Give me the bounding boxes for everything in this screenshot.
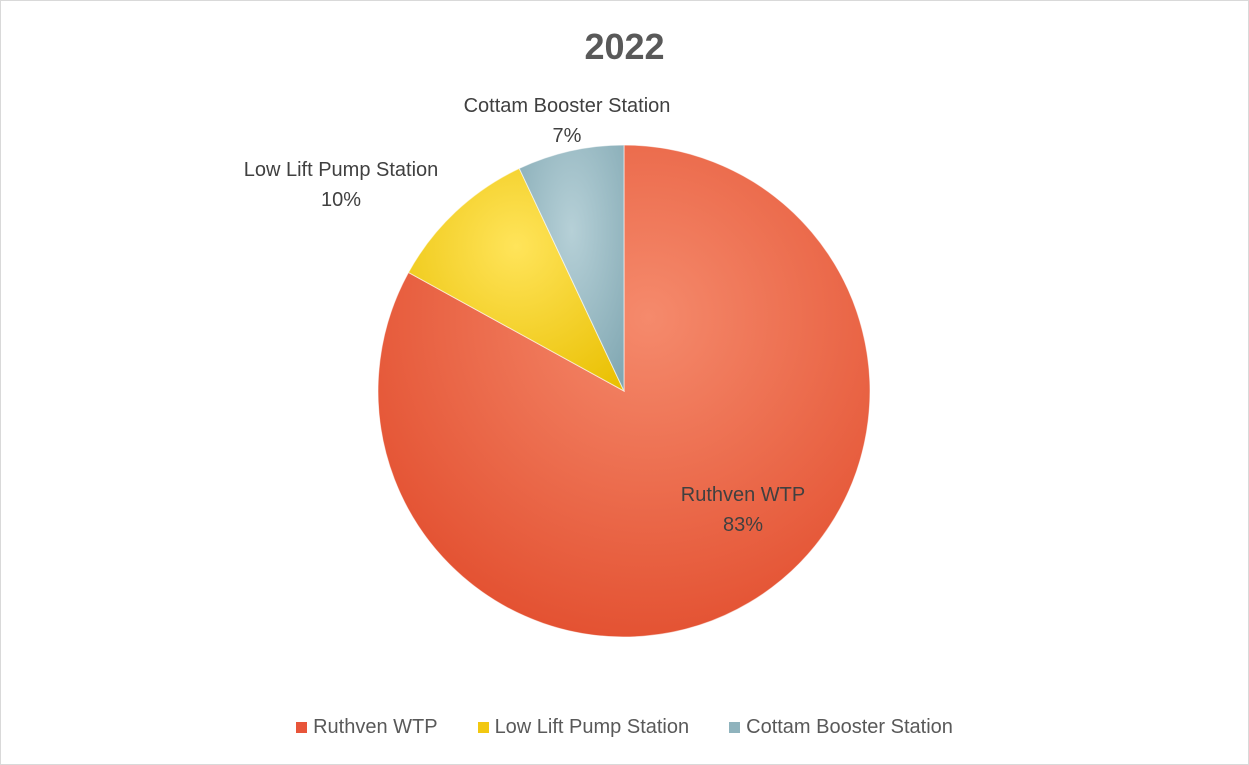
legend-swatch-low-lift-pump-station bbox=[477, 722, 489, 733]
data-label-name-cottam-booster-station: Cottam Booster Station bbox=[464, 95, 671, 117]
legend-swatch-ruthven-wtp bbox=[296, 722, 308, 733]
data-label-name-low-lift-pump-station: Low Lift Pump Station bbox=[244, 159, 439, 181]
pie-data-labels: Ruthven WTP 83% Low Lift Pump Station 10% Co… bbox=[244, 95, 806, 536]
legend-label-low-lift-pump-station: Low Lift Pump Station bbox=[494, 716, 690, 738]
legend-label-cottam-booster-station: Cottam Booster Station bbox=[746, 716, 953, 738]
data-label-value-cottam-booster-station: 7% bbox=[553, 125, 582, 147]
legend-label-ruthven-wtp: Ruthven WTP bbox=[313, 716, 438, 738]
data-label-name-ruthven-wtp: Ruthven WTP bbox=[681, 484, 805, 506]
pie-slice-cottam-booster-station bbox=[518, 144, 625, 392]
data-label-value-ruthven-wtp: 83% bbox=[723, 514, 763, 536]
legend-item-cottam-booster-station: Cottam Booster Station bbox=[729, 716, 953, 739]
data-label-value-low-lift-pump-station: 10% bbox=[321, 189, 361, 211]
pie-slice-low-lift-pump-station bbox=[407, 167, 626, 393]
legend-item-ruthven-wtp: Ruthven WTP bbox=[296, 716, 438, 739]
legend: Ruthven WTP Low Lift Pump Station Cottam… bbox=[0, 716, 1249, 739]
pie-slices bbox=[377, 144, 871, 638]
legend-item-low-lift-pump-station: Low Lift Pump Station bbox=[477, 716, 690, 739]
chart-title: 2022 bbox=[584, 26, 665, 67]
legend-swatch-cottam-booster-station bbox=[729, 722, 741, 733]
